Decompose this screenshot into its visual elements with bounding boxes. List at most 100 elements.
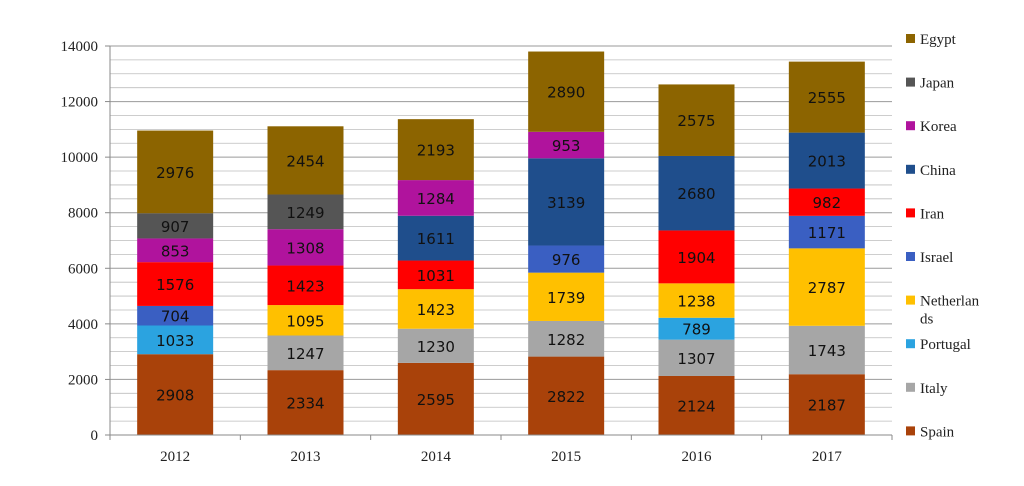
bar-segment: [528, 51, 605, 132]
bar-segment: [267, 229, 344, 266]
data-label: 1739: [547, 289, 585, 307]
bar-segment: [397, 328, 474, 363]
bar-segment: [397, 260, 474, 290]
legend-label: Italy: [920, 381, 948, 397]
bar-segment: [397, 119, 474, 181]
data-label: 2193: [417, 142, 455, 160]
legend-label: Iran: [920, 206, 945, 222]
y-tick-label: 12000: [61, 95, 99, 111]
legend-swatch: [906, 34, 915, 43]
data-label: 1284: [417, 190, 455, 208]
data-label: 2555: [808, 89, 846, 107]
data-label: 1904: [677, 249, 715, 267]
bar-segment: [528, 158, 605, 246]
x-axis: 2012 2013 2014 2015 2016 2017: [109, 434, 893, 465]
y-tick-label: 2000: [68, 372, 98, 388]
bar-segment: [137, 305, 214, 326]
bar-segment: [267, 370, 344, 435]
bar-segment: [658, 375, 735, 435]
bar-segment: [658, 339, 735, 376]
legend: Egypt Japan Korea China Iran Israel Netherlan d…: [906, 32, 980, 440]
x-tick-label: 2017: [812, 449, 843, 465]
bar-segment: [267, 126, 344, 195]
data-label: 1743: [808, 342, 846, 360]
bar-segment: [397, 362, 474, 435]
legend-label: Spain: [920, 424, 955, 440]
data-label: 2124: [677, 397, 715, 415]
bar-segment: [658, 283, 735, 318]
data-label: 2454: [286, 152, 324, 170]
data-label: 1249: [286, 204, 324, 222]
legend-label: Egypt: [920, 32, 957, 48]
y-tick-label: 8000: [68, 206, 98, 222]
bar-segment: [528, 272, 605, 321]
bar-segment: [397, 215, 474, 261]
data-label: 2013: [808, 153, 846, 171]
bar-segment: [658, 84, 735, 156]
bar-segment: [137, 238, 214, 263]
bar-segment: [397, 289, 474, 329]
legend-swatch: [906, 426, 915, 436]
data-label: 1282: [547, 331, 585, 349]
legend-swatch: [906, 208, 915, 218]
data-label: 2575: [677, 112, 715, 130]
data-label: 982: [813, 194, 842, 212]
bar-segment: [658, 155, 735, 231]
data-label: 1308: [286, 239, 324, 257]
y-tick-label: 4000: [68, 317, 98, 333]
data-label: 1238: [677, 293, 715, 311]
data-label: 2822: [547, 388, 585, 406]
legend-swatch: [906, 164, 915, 174]
y-tick-label: 0: [91, 428, 99, 444]
data-label: 1230: [417, 338, 455, 356]
data-label: 1611: [417, 230, 455, 248]
x-tick-label: 2016: [682, 449, 713, 465]
data-label: 1576: [156, 276, 194, 294]
data-label: 1031: [417, 267, 455, 285]
data-label: 2187: [808, 397, 846, 415]
bar-segment: [267, 265, 344, 306]
data-label: 1247: [286, 345, 324, 363]
legend-swatch: [906, 121, 915, 131]
data-label: 953: [552, 137, 581, 155]
bar-segment: [528, 131, 605, 159]
bar-segment: [788, 132, 865, 189]
data-label: 2595: [417, 391, 455, 409]
bar-segment: [658, 317, 735, 340]
legend-swatch: [906, 295, 915, 305]
bar-segment: [137, 325, 214, 355]
bar-segment: [397, 180, 474, 216]
y-axis: 0 2000 4000 6000 8000 10000 12000 14000: [61, 39, 111, 444]
data-label: 1095: [286, 312, 324, 330]
data-label: 789: [682, 321, 711, 339]
bar-segment: [137, 130, 214, 214]
data-label: 1423: [286, 277, 324, 295]
y-tick-label: 6000: [68, 261, 98, 277]
data-label: 2976: [156, 164, 194, 182]
y-tick-label: 10000: [61, 150, 99, 166]
data-label: 2334: [286, 395, 324, 413]
data-label: 2890: [547, 84, 585, 102]
bar-segment: [528, 356, 605, 435]
bar-segment: [788, 325, 865, 375]
data-label: 3139: [547, 194, 585, 212]
legend-label: China: [920, 163, 956, 179]
bar-segment: [267, 305, 344, 336]
bars: 2908 1033 704 1576 853 907 2976 2334 1247 1095 142…: [137, 51, 865, 435]
bar-segment: [788, 215, 865, 249]
data-label: 2787: [808, 279, 846, 297]
data-label: 1171: [808, 224, 846, 242]
bar-segment: [137, 354, 214, 435]
bar-segment: [528, 245, 605, 273]
data-label: 1033: [156, 332, 194, 350]
legend-swatch: [906, 339, 915, 349]
bar-segment: [658, 230, 735, 284]
legend-swatch: [906, 252, 915, 261]
legend-label: Portugal: [920, 337, 971, 353]
data-label: 2908: [156, 387, 194, 405]
legend-label-line2: ds: [920, 312, 934, 328]
x-tick-label: 2012: [160, 449, 190, 465]
bar-segment: [137, 262, 214, 306]
bar-segment: [528, 320, 605, 357]
